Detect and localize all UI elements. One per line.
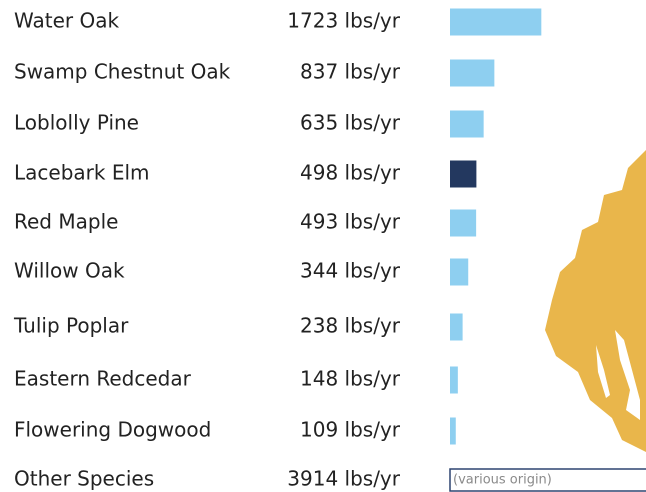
bar xyxy=(450,259,468,286)
value-label: 635 lbs/yr xyxy=(300,111,401,135)
origin-note: (various origin) xyxy=(453,473,552,488)
value-label: 344 lbs/yr xyxy=(300,259,401,283)
bar xyxy=(450,60,494,87)
bar xyxy=(450,111,484,138)
species-name: Lacebark Elm xyxy=(14,161,150,185)
value-label: 837 lbs/yr xyxy=(300,60,401,84)
species-name: Tulip Poplar xyxy=(13,314,129,338)
value-label: 1723 lbs/yr xyxy=(287,9,401,33)
bar xyxy=(450,210,476,237)
bar xyxy=(450,314,463,341)
species-name: Flowering Dogwood xyxy=(14,418,211,442)
species-name: Red Maple xyxy=(14,210,118,234)
species-name: Swamp Chestnut Oak xyxy=(14,60,231,84)
value-label: 3914 lbs/yr xyxy=(287,467,401,491)
species-name: Willow Oak xyxy=(14,259,125,283)
value-label: 493 lbs/yr xyxy=(300,210,401,234)
species-name: Eastern Redcedar xyxy=(14,367,192,391)
value-label: 109 lbs/yr xyxy=(300,418,401,442)
bar xyxy=(450,9,541,36)
bar xyxy=(450,418,456,445)
species-name: Other Species xyxy=(14,467,154,491)
value-label: 498 lbs/yr xyxy=(300,161,401,185)
bar xyxy=(450,367,458,394)
value-label: 148 lbs/yr xyxy=(300,367,401,391)
species-name: Loblolly Pine xyxy=(14,111,139,135)
bar xyxy=(450,161,476,188)
species-name: Water Oak xyxy=(14,9,119,33)
chart: Water Oak 1723 lbs/yr Swamp Chestnut Oak 83… xyxy=(0,0,646,492)
value-label: 238 lbs/yr xyxy=(300,314,401,338)
